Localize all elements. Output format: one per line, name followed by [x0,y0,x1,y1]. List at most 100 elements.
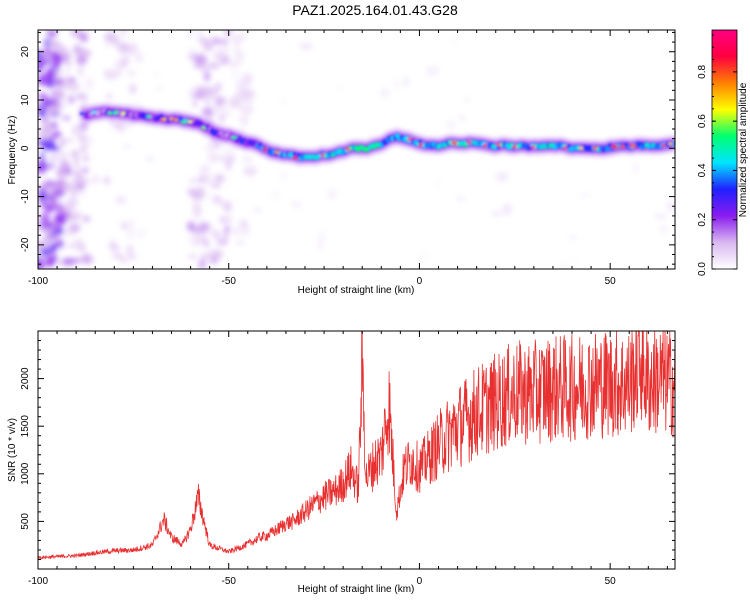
spectrogram-noise-blob [105,42,111,50]
spectrogram-noise-blob [216,238,228,246]
spectrogram-noise-blob [238,117,244,123]
colorbar-tick-label: 0.0 [697,262,708,276]
spectrogram-noise-blob [395,30,403,38]
spectrogram-noise-blob [39,212,51,222]
spectrogram-noise-blob [224,30,232,37]
spectrogram-noise-blob [190,177,197,184]
spectrogram-noise-blob [425,65,440,77]
spectrogram-noise-blob [236,32,247,41]
spectrogram-noise-blob [50,40,61,50]
spectrogram-noise-blob [41,227,55,234]
spectrogram-noise-blob [68,95,75,104]
spectrogram-noise-blob [127,226,134,232]
spectrogram-noise-blob [204,71,210,82]
spectrogram-noise-blob [455,195,466,202]
spectrogram-noise-blob [198,259,206,269]
spectrogram-frame [37,29,676,270]
spectrogram-noise-blob [114,195,127,205]
spectrogram-noise-blob [129,83,137,95]
spectrogram-noise-blob [206,226,212,233]
spectrogram-noise-blob [56,238,64,244]
spectrogram-noise-blob [63,62,73,67]
spectrogram-noise-blob [56,168,69,180]
spectrogram-noise-blob [252,208,263,213]
spectrogram-noise-blob [222,147,236,153]
spectrogram-noise-blob [243,166,258,177]
spectrogram-noise-blob [195,186,206,198]
spectrogram-noise-blob [127,254,137,260]
spectrogram-noise-blob [186,221,196,232]
snr-y-label: SNR (10 * v/v) [7,418,18,482]
spectrogram-noise-blob [103,176,111,185]
spectrogram-noise-blob [317,238,323,249]
spectrogram-noise-blob [38,103,45,110]
spectrogram-noise-blob [219,115,225,122]
spectrogram-noise-blob [57,48,70,56]
spectrogram-noise-blob [124,42,138,55]
colorbar-frame [711,29,738,270]
spectrogram-noise-blob [380,87,390,100]
spectrogram-x-tick-label: -50 [221,276,236,287]
spectrogram-noise-blob [68,137,74,143]
snr-frame [37,330,676,570]
spectrogram-noise-blob [126,69,136,77]
spectrogram-noise-blob [209,258,218,264]
spectrogram-noise-blob [116,124,125,133]
spectrogram-noise [38,30,675,269]
spectrogram-noise-blob [57,152,65,157]
spectrogram-x-tick-label: -100 [28,276,48,287]
spectrogram-noise-blob [317,230,327,241]
spectrogram-x-ticks: -100 -50 0 50 [28,30,668,287]
spectrogram-noise-blob [69,149,81,160]
spectrogram-noise-blob [198,30,203,38]
spectrogram-noise-blob [82,135,93,146]
spectrogram-noise-blob [236,51,245,63]
spectrogram-noise-blob [233,226,239,236]
spectrogram-noise-blob [77,65,84,77]
spectrogram-noise-blob [38,108,47,119]
snr-x-tick-label: 0 [417,576,423,587]
spectrogram-noise-blob [111,252,124,260]
spectrogram-y-tick-label: -20 [20,237,31,252]
spectrogram-noise-blob [62,77,73,90]
spectrogram-y-ticks: -20 -10 0 10 20 [20,31,675,265]
spectrogram-noise-blob [103,69,111,75]
spectrogram-noise-blob [225,155,236,163]
spectrogram-noise-blob [80,167,90,174]
spectrogram-noise-blob [38,57,44,68]
spectrogram-noise-blob [204,237,209,249]
colorbar: 0.0 0.2 0.4 0.6 0.8 Normalized spectral ampl… [697,29,749,276]
spectrogram-noise-blob [52,203,65,212]
spectrogram-noise-blob [40,183,53,193]
spectrogram-noise-blob [61,116,71,121]
spectrogram-noise-blob [241,88,255,100]
spectrogram-noise-blob [557,263,572,269]
spectrogram-noise-blob [113,39,119,48]
spectrogram-noise-blob [571,255,577,264]
spectrogram-noise-blob [122,144,132,149]
spectrogram-noise-blob [211,37,220,45]
spectrogram-noise-blob [51,103,60,111]
ridge-core [79,108,675,161]
spectrogram-noise-blob [79,179,91,184]
spectrogram-y-tick-label: 0 [20,145,31,151]
spectrogram-x-tick-label: 0 [417,276,423,287]
spectrogram-noise-blob [216,106,221,118]
spectrogram-noise-blob [126,244,134,256]
spectrogram-noise-blob [242,156,252,162]
spectrogram-noise-blob [203,165,213,177]
snr-y-ticks: 500 1000 1500 2000 [20,330,675,570]
spectrogram-noise-blob [110,239,115,250]
spectrogram-noise-blob [189,87,198,97]
spectrogram-noise-blob [38,258,45,266]
spectrogram-noise-blob [50,254,58,262]
spectrogram-noise-blob [205,141,217,154]
colorbar-gradient [712,30,737,269]
spectrogram-noise-blob [58,180,67,188]
spectrogram-noise-blob [103,33,117,42]
spectrogram-noise-blob [124,233,137,238]
spectrogram-noise-blob [68,223,81,232]
spectrogram-noise-blob [495,172,509,182]
snr-panel: -100 -50 0 50 500 1000 1500 2000 Height of str… [7,330,676,595]
